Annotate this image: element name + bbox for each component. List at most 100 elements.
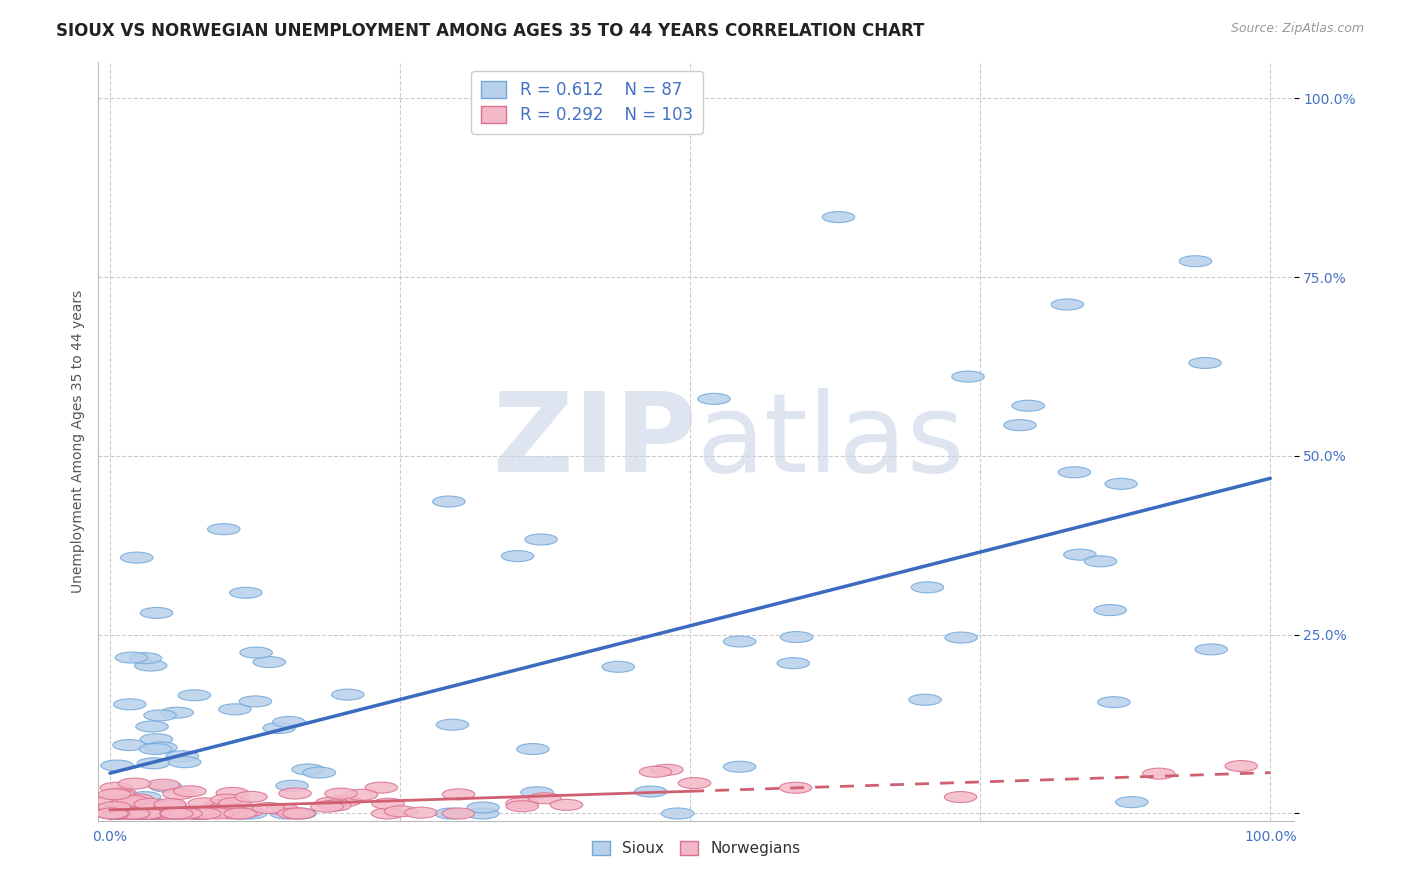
Ellipse shape [550,799,582,810]
Ellipse shape [117,808,150,819]
Ellipse shape [1084,556,1116,566]
Ellipse shape [908,694,941,706]
Ellipse shape [104,788,136,798]
Ellipse shape [128,791,160,803]
Ellipse shape [215,808,247,819]
Ellipse shape [143,808,177,819]
Ellipse shape [115,805,148,815]
Ellipse shape [325,789,357,799]
Ellipse shape [160,707,194,718]
Ellipse shape [128,808,160,819]
Ellipse shape [529,793,561,804]
Ellipse shape [253,657,285,667]
Ellipse shape [1059,467,1091,478]
Ellipse shape [98,789,131,800]
Ellipse shape [121,808,153,819]
Ellipse shape [124,800,156,812]
Ellipse shape [96,808,128,819]
Ellipse shape [111,807,143,818]
Ellipse shape [181,807,215,819]
Ellipse shape [1064,549,1097,560]
Ellipse shape [143,710,176,721]
Ellipse shape [467,802,499,813]
Ellipse shape [329,796,361,806]
Ellipse shape [1094,605,1126,615]
Ellipse shape [115,799,148,810]
Ellipse shape [520,787,553,797]
Ellipse shape [110,802,142,814]
Ellipse shape [516,744,550,755]
Ellipse shape [141,607,173,618]
Ellipse shape [115,808,148,819]
Ellipse shape [678,778,711,789]
Ellipse shape [697,393,730,404]
Ellipse shape [662,808,695,819]
Ellipse shape [945,791,977,803]
Ellipse shape [311,801,343,813]
Ellipse shape [98,802,131,813]
Ellipse shape [179,690,211,701]
Ellipse shape [179,808,211,819]
Ellipse shape [1195,644,1227,655]
Ellipse shape [117,796,149,806]
Ellipse shape [332,690,364,700]
Ellipse shape [315,797,349,808]
Ellipse shape [384,805,416,817]
Ellipse shape [405,807,437,818]
Ellipse shape [148,780,180,790]
Ellipse shape [167,808,200,819]
Ellipse shape [97,796,129,806]
Ellipse shape [366,782,398,793]
Ellipse shape [263,723,295,733]
Ellipse shape [118,808,152,819]
Ellipse shape [97,806,129,817]
Ellipse shape [651,764,683,775]
Ellipse shape [224,808,256,819]
Ellipse shape [125,808,157,819]
Ellipse shape [1012,401,1045,411]
Ellipse shape [112,739,145,750]
Ellipse shape [502,550,534,562]
Ellipse shape [778,657,810,669]
Ellipse shape [434,808,467,819]
Ellipse shape [149,781,181,792]
Ellipse shape [1180,256,1212,267]
Ellipse shape [125,808,157,819]
Ellipse shape [371,808,404,819]
Text: atlas: atlas [696,388,965,495]
Ellipse shape [149,808,181,819]
Ellipse shape [117,808,149,819]
Ellipse shape [208,805,240,817]
Ellipse shape [97,808,129,819]
Ellipse shape [142,808,174,819]
Ellipse shape [235,791,267,803]
Ellipse shape [218,704,252,714]
Ellipse shape [104,804,136,814]
Y-axis label: Unemployment Among Ages 35 to 44 years: Unemployment Among Ages 35 to 44 years [70,290,84,593]
Ellipse shape [1105,478,1137,490]
Ellipse shape [190,808,222,819]
Ellipse shape [141,808,173,819]
Ellipse shape [634,786,666,797]
Ellipse shape [277,808,311,819]
Ellipse shape [188,808,221,819]
Ellipse shape [1189,358,1222,368]
Ellipse shape [179,808,211,819]
Ellipse shape [276,780,308,791]
Ellipse shape [125,808,157,819]
Ellipse shape [96,808,128,819]
Ellipse shape [217,788,249,798]
Ellipse shape [136,721,169,732]
Ellipse shape [173,786,207,797]
Ellipse shape [169,756,201,768]
Ellipse shape [103,789,135,800]
Ellipse shape [292,764,325,775]
Ellipse shape [467,808,499,819]
Text: ZIP: ZIP [492,388,696,495]
Ellipse shape [145,742,177,753]
Ellipse shape [135,660,167,671]
Ellipse shape [952,371,984,382]
Ellipse shape [166,751,198,762]
Ellipse shape [270,808,302,819]
Ellipse shape [156,808,188,819]
